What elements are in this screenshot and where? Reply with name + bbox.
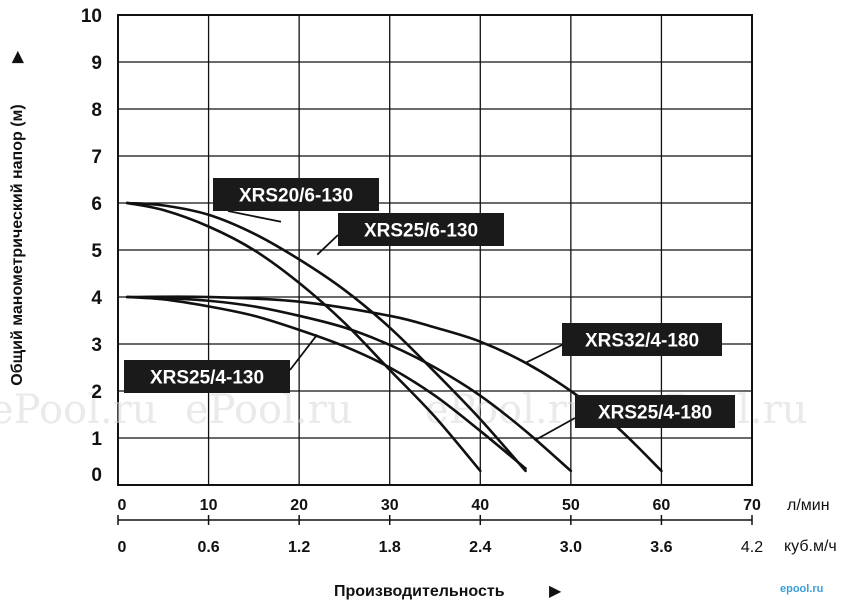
watermark-text: ePool.ru <box>0 387 158 433</box>
x-tick-labels-secondary: 0 0.6 1.2 1.8 2.4 3.0 3.6 4.2 <box>118 539 764 556</box>
y-tick-labels: 0 1 2 3 4 5 6 7 8 9 10 <box>81 6 103 486</box>
x-unit-secondary: куб.м/ч <box>784 538 837 555</box>
plot-frame <box>117 14 753 486</box>
leader-xrs20-6-130 <box>227 210 282 223</box>
curve-xrs25-4-130 <box>125 295 527 470</box>
y-tick-label: 5 <box>91 241 102 262</box>
y-tick-label: 0 <box>91 465 102 486</box>
label-box-xrs20-6-130 <box>213 178 379 211</box>
label-xrs32-4-180: XRS32/4-180 <box>585 331 699 352</box>
label-box-xrs25-6-130 <box>338 213 504 246</box>
x-tick-label-primary: 60 <box>653 497 671 514</box>
x-tick-label-secondary: 3.0 <box>560 539 582 556</box>
x-tick-label-secondary: 1.8 <box>379 539 401 556</box>
watermark-text: ePool.ru <box>185 387 353 433</box>
y-tick-label: 4 <box>91 288 102 309</box>
y-tick-label: 1 <box>91 429 102 450</box>
x-tick-label-primary: 30 <box>381 497 399 514</box>
y-tick-label: 9 <box>91 53 102 74</box>
y-axis-title: Общий манометрический напор (м) <box>9 104 26 385</box>
label-xrs25-6-130: XRS25/6-130 <box>364 221 478 242</box>
leader-xrs25-4-130 <box>289 334 318 371</box>
curve-xrs20-6-130 <box>125 201 482 473</box>
label-box-xrs32-4-180 <box>562 323 722 356</box>
brand-mark: epool.ru <box>780 583 823 595</box>
x-tick-label-primary: 0 <box>118 497 127 514</box>
y-tick-label: 2 <box>91 382 102 403</box>
label-leaders <box>227 210 576 442</box>
x-tick-label-primary: 20 <box>290 497 308 514</box>
leader-xrs32-4-180 <box>525 344 563 364</box>
label-xrs25-4-130: XRS25/4-130 <box>150 368 264 389</box>
x-tick-label-primary: 70 <box>743 497 761 514</box>
label-xrs20-6-130: XRS20/6-130 <box>239 186 353 207</box>
x-tick-label-primary: 40 <box>471 497 489 514</box>
grid <box>117 14 753 525</box>
label-box-xrs25-4-180 <box>575 395 735 428</box>
x-axis-title: Производительность <box>334 583 505 600</box>
x-tick-label-secondary: 3.6 <box>650 539 672 556</box>
x-tick-label-secondary: 2.4 <box>469 539 491 556</box>
label-box-xrs25-4-130 <box>124 360 290 393</box>
y-tick-label: 8 <box>91 100 102 121</box>
leader-xrs25-4-180 <box>534 417 576 442</box>
label-xrs25-4-180: XRS25/4-180 <box>598 403 712 424</box>
leader-xrs25-6-130 <box>316 234 339 256</box>
watermark-text: ePool.ru <box>425 387 593 433</box>
series-labels: XRS20/6-130 XRS25/6-130 XRS25/4-130 XRS32/4… <box>124 178 735 428</box>
x-axis-arrow-icon: ▶ <box>549 583 562 600</box>
x-tick-label-secondary: 0.6 <box>197 539 219 556</box>
y-tick-label: 6 <box>91 194 102 215</box>
y-tick-label: 3 <box>91 335 102 356</box>
x-tick-label-secondary: 1.2 <box>288 539 310 556</box>
y-tick-label: 10 <box>81 6 102 27</box>
y-tick-label: 7 <box>91 147 102 168</box>
x-tick-label-primary: 50 <box>562 497 580 514</box>
curve-xrs25-6-130 <box>125 201 527 473</box>
x-tick-label-secondary: 0 <box>118 539 127 556</box>
x-unit-primary: л/мин <box>787 497 830 514</box>
x-tick-labels-primary: 0 10 20 30 40 50 60 70 <box>118 497 761 514</box>
x-tick-label-secondary: 4.2 <box>741 539 763 556</box>
curves <box>125 201 663 473</box>
y-axis-arrow-icon: ▶ <box>9 50 26 63</box>
x-tick-label-primary: 10 <box>200 497 218 514</box>
curve-xrs25-4-180 <box>125 295 573 473</box>
